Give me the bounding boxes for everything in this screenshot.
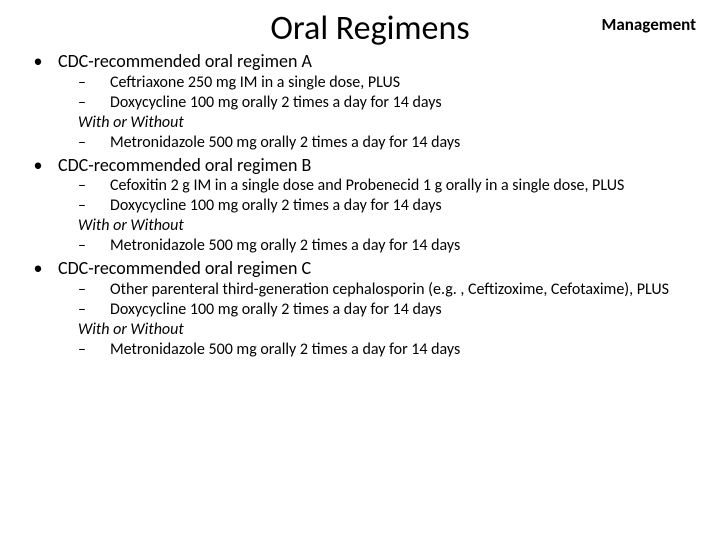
sub-item: –Metronidazole 500 mg orally 2 times a d… [18, 133, 702, 153]
dash-icon: – [78, 196, 110, 216]
section-heading: •CDC-recommended oral regimen B [18, 155, 702, 177]
sub-item: –Cefoxitin 2 g IM in a single dose and P… [18, 176, 702, 196]
dash-icon: – [78, 280, 110, 300]
dash-icon: – [78, 300, 110, 320]
section-heading-text: CDC-recommended oral regimen A [58, 51, 312, 73]
bullet-icon: • [18, 51, 58, 73]
sub-item-text: Metronidazole 500 mg orally 2 times a da… [110, 236, 470, 256]
sub-item-text: Doxycycline 100 mg orally 2 times a day … [110, 93, 452, 113]
italic-note: With or Without [18, 216, 702, 236]
sub-item: –Other parenteral third-generation cepha… [18, 280, 702, 300]
sub-item-text: Doxycycline 100 mg orally 2 times a day … [110, 300, 452, 320]
sub-item-text: Cefoxitin 2 g IM in a single dose and Pr… [110, 176, 634, 196]
sub-item: –Metronidazole 500 mg orally 2 times a d… [18, 340, 702, 360]
sub-item: –Doxycycline 100 mg orally 2 times a day… [18, 93, 702, 113]
sub-item-text: Other parenteral third-generation cephal… [110, 280, 679, 300]
section-heading: •CDC-recommended oral regimen C [18, 258, 702, 280]
sub-item-text: Ceftriaxone 250 mg IM in a single dose, … [110, 73, 410, 93]
bullet-icon: • [18, 258, 58, 280]
section-heading: •CDC-recommended oral regimen A [18, 51, 702, 73]
dash-icon: – [78, 176, 110, 196]
content-area: •CDC-recommended oral regimen A–Ceftriax… [0, 51, 720, 360]
dash-icon: – [78, 73, 110, 93]
italic-note: With or Without [18, 113, 702, 133]
sub-item-text: Metronidazole 500 mg orally 2 times a da… [110, 340, 470, 360]
sub-item: –Doxycycline 100 mg orally 2 times a day… [18, 300, 702, 320]
sub-item: –Metronidazole 500 mg orally 2 times a d… [18, 236, 702, 256]
sub-item-text: Doxycycline 100 mg orally 2 times a day … [110, 196, 452, 216]
dash-icon: – [78, 236, 110, 256]
bullet-icon: • [18, 155, 58, 177]
sub-item-text: Metronidazole 500 mg orally 2 times a da… [110, 133, 470, 153]
sub-item: –Ceftriaxone 250 mg IM in a single dose,… [18, 73, 702, 93]
italic-note: With or Without [18, 320, 702, 340]
dash-icon: – [78, 133, 110, 153]
sub-item: –Doxycycline 100 mg orally 2 times a day… [18, 196, 702, 216]
section-heading-text: CDC-recommended oral regimen B [58, 155, 311, 177]
header-label: Management [602, 14, 696, 35]
dash-icon: – [78, 340, 110, 360]
dash-icon: – [78, 93, 110, 113]
section-heading-text: CDC-recommended oral regimen C [58, 258, 311, 280]
